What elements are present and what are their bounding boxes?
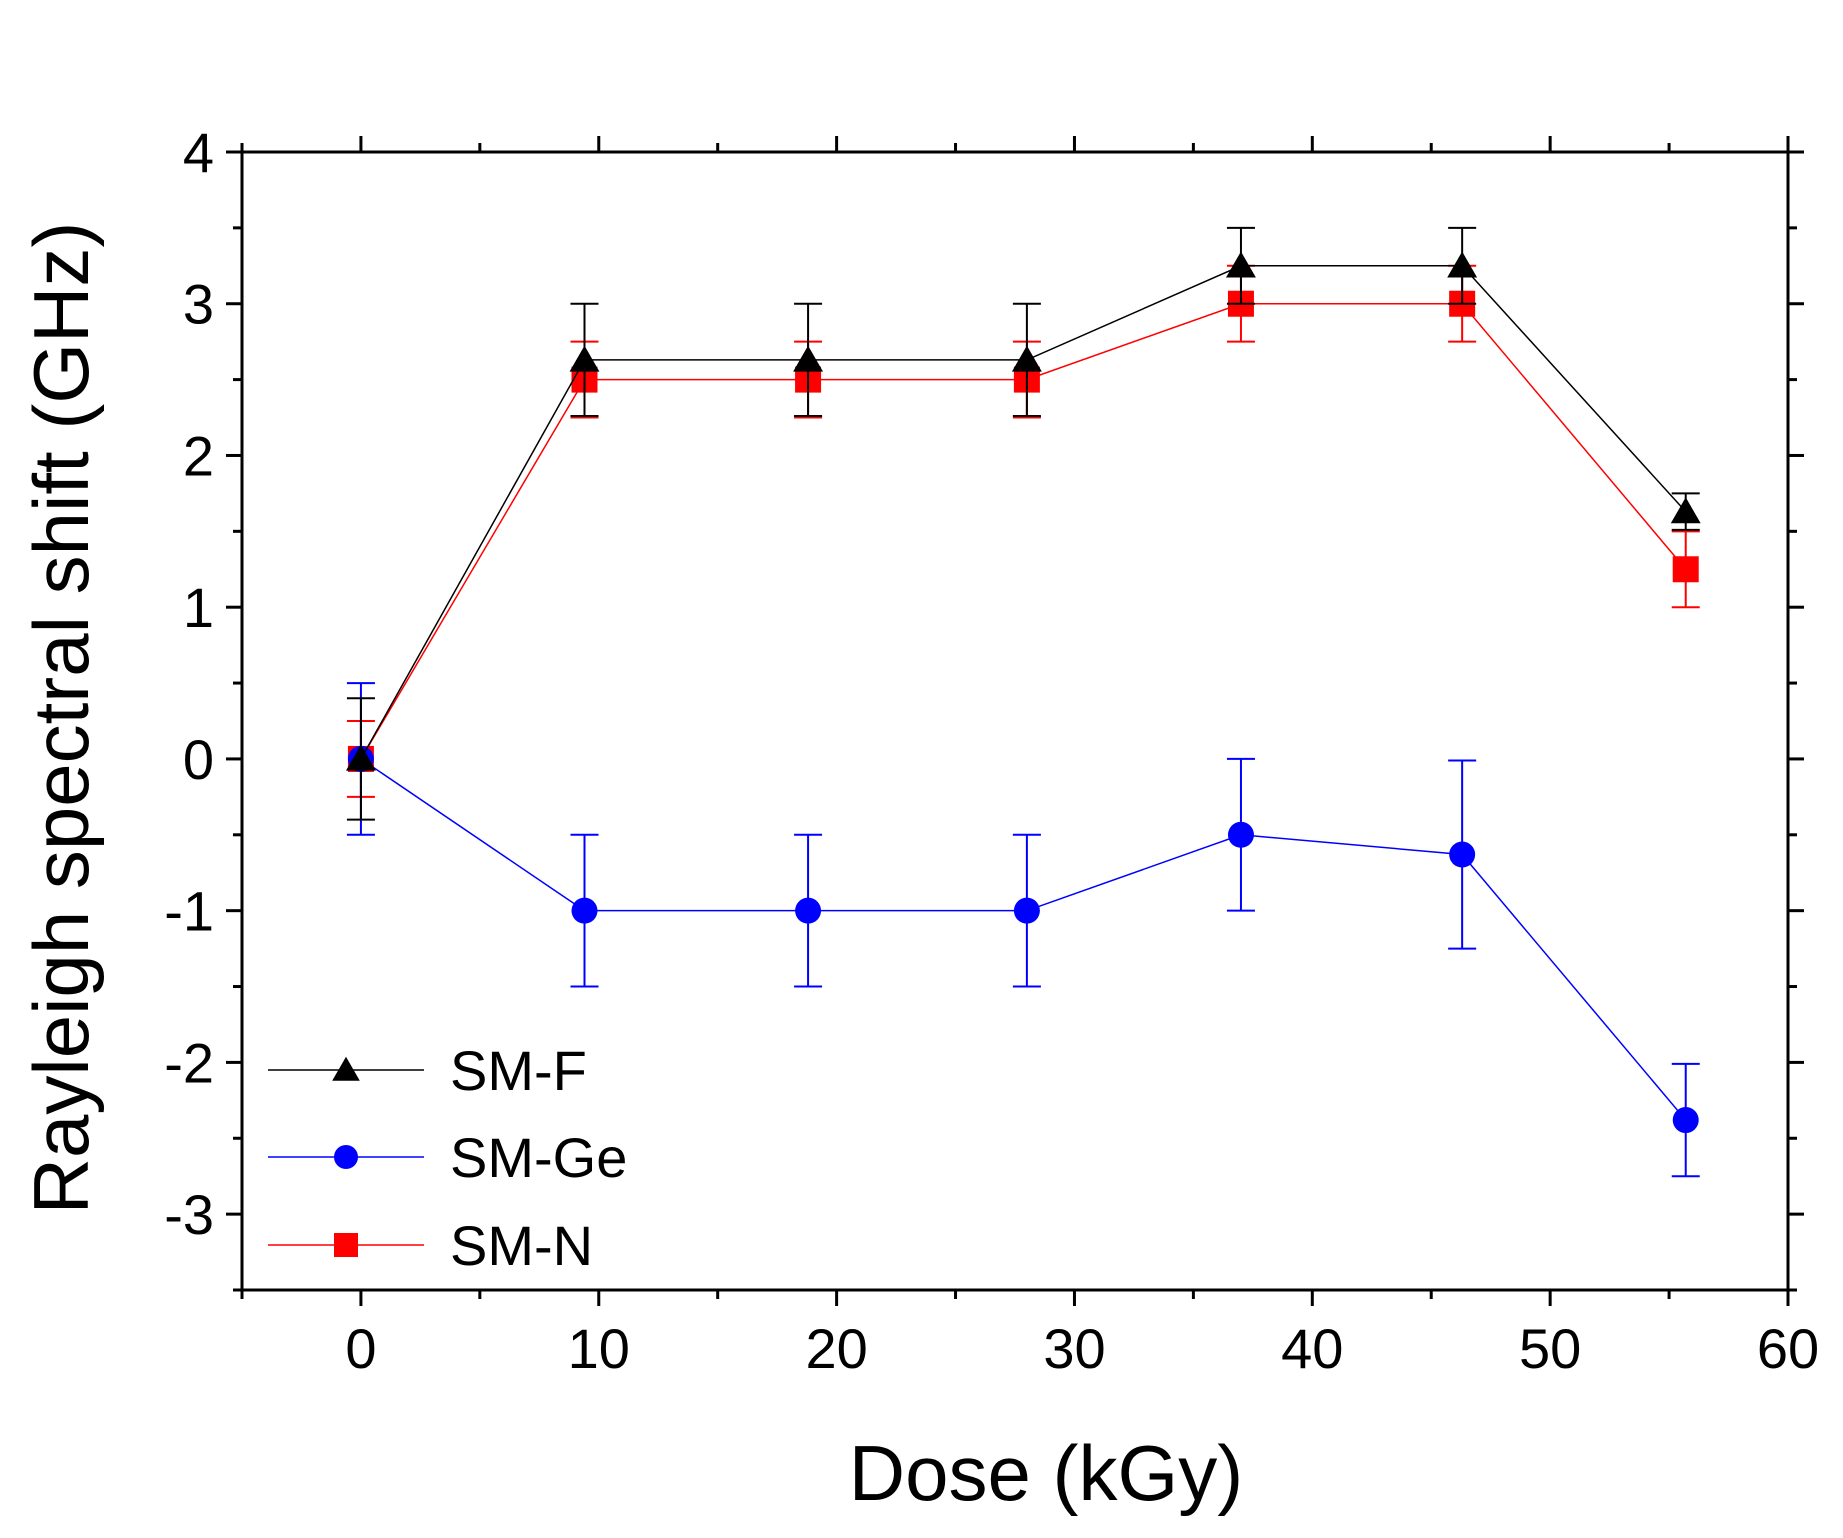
series-layer (345, 226, 1701, 1178)
series-sm-n (346, 264, 1700, 798)
x-tick-label: 50 (1519, 1317, 1581, 1380)
y-tick-label: 4 (183, 121, 214, 184)
sm-f-point (345, 744, 376, 771)
x-tick-label: 30 (1043, 1317, 1105, 1380)
sm-f-point (793, 345, 824, 372)
x-tick-label: 40 (1281, 1317, 1343, 1380)
series-sm-f (345, 226, 1701, 821)
sm-ge-point (795, 897, 822, 924)
sm-f-point (1447, 251, 1478, 278)
x-axis: 0 10 20 30 40 50 60 (240, 136, 1819, 1380)
legend-marker-sm-n (334, 1233, 358, 1257)
sm-ge-point (1672, 1107, 1699, 1134)
y-tick-label: -2 (164, 1031, 214, 1094)
y-axis: -3 -2 -1 0 1 2 3 4 (164, 121, 1804, 1292)
sm-ge-point (571, 897, 598, 924)
sm-f-point (1011, 345, 1042, 372)
x-tick-label: 0 (345, 1317, 376, 1380)
plot-frame (240, 150, 1790, 1292)
y-tick-label: 2 (183, 424, 214, 487)
legend-label-sm-n: SM-N (450, 1214, 593, 1277)
sm-ge-point (1449, 841, 1476, 868)
y-axis-title: Rayleigh spectral shift (GHz) (17, 222, 105, 1215)
legend-label-sm-f: SM-F (450, 1039, 587, 1102)
legend-marker-sm-ge (334, 1145, 358, 1169)
sm-f-point (569, 345, 600, 372)
y-tick-label: -3 (164, 1183, 214, 1246)
sm-ge-point (1013, 897, 1040, 924)
sm-n-point (1672, 556, 1699, 583)
sm-f-point (1226, 251, 1256, 278)
legend-marker-sm-f (332, 1056, 360, 1081)
x-tick-label: 10 (568, 1317, 630, 1380)
legend: SM-F SM-Ge SM-N (268, 1039, 627, 1277)
plot-border (240, 150, 1790, 1292)
sm-ge-point (1227, 821, 1254, 848)
sm-f-line (360, 265, 1687, 760)
series-sm-ge (346, 682, 1700, 1178)
y-tick-label: 1 (183, 576, 214, 639)
sm-f-point (1670, 497, 1701, 524)
y-tick-label: -1 (164, 880, 214, 943)
x-tick-label: 60 (1757, 1317, 1819, 1380)
x-tick-label: 20 (805, 1317, 867, 1380)
x-axis-title: Dose (kGy) (849, 1429, 1243, 1517)
legend-label-sm-ge: SM-Ge (450, 1126, 627, 1189)
y-tick-label: 3 (183, 273, 214, 336)
y-tick-label: 0 (183, 728, 214, 791)
